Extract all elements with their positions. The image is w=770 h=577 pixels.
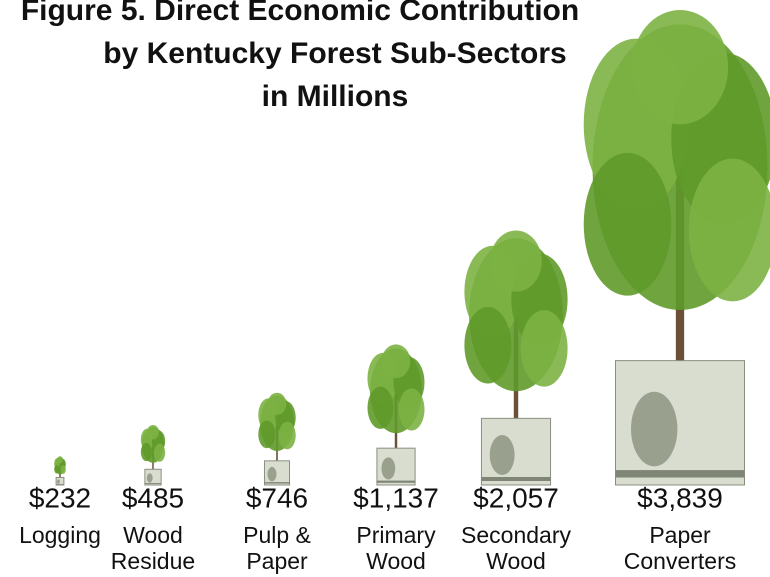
- value-label: $2,057: [473, 482, 559, 513]
- money-band: [616, 470, 745, 477]
- label-line: Paper: [649, 522, 711, 548]
- label-line: Residue: [111, 548, 195, 574]
- label-line: Wood: [486, 548, 546, 574]
- tree: [258, 393, 295, 485]
- label-line: Primary: [356, 522, 436, 548]
- tree: [584, 10, 770, 485]
- money-portrait: [631, 392, 677, 467]
- canopy: [521, 310, 568, 387]
- value-label: $485: [122, 482, 184, 513]
- canopy: [61, 465, 66, 474]
- label-line: Converters: [624, 548, 736, 574]
- canopy: [154, 444, 165, 462]
- tree: [141, 425, 165, 485]
- label-line: Secondary: [461, 522, 571, 548]
- canopy: [57, 456, 63, 463]
- money-portrait: [381, 457, 395, 479]
- canopy: [490, 231, 542, 292]
- canopy: [147, 425, 159, 439]
- canopy: [279, 422, 296, 450]
- money-band: [481, 477, 550, 481]
- label-line: Wood: [123, 522, 183, 548]
- money-portrait: [147, 473, 153, 482]
- money-portrait: [490, 435, 515, 475]
- value-label: $3,839: [637, 482, 723, 513]
- canopy: [464, 307, 511, 384]
- canopy: [632, 10, 728, 124]
- canopy: [367, 387, 393, 429]
- canopy: [399, 388, 425, 430]
- canopy: [258, 420, 275, 448]
- x-tick-label: Logging: [19, 522, 101, 548]
- chart-title: in Millions: [262, 80, 409, 113]
- tree: [54, 456, 66, 485]
- canopy: [268, 393, 287, 415]
- tree: [464, 231, 567, 485]
- label-line: Wood: [366, 548, 426, 574]
- canopy: [382, 344, 411, 378]
- money-portrait: [267, 467, 276, 482]
- chart-title: by Kentucky Forest Sub-Sectors: [103, 37, 566, 70]
- chart: Figure 5. Direct Economic Contribution b…: [0, 0, 770, 577]
- canopy: [141, 443, 152, 461]
- label-line: Paper: [246, 548, 308, 574]
- value-label: $1,137: [353, 482, 439, 513]
- tree: [367, 344, 424, 485]
- value-label: $232: [29, 482, 91, 513]
- value-label: $746: [246, 482, 308, 513]
- canopy: [54, 465, 59, 474]
- canopy: [584, 153, 672, 296]
- label-line: Pulp &: [243, 522, 311, 548]
- chart-title: Figure 5. Direct Economic Contribution: [21, 0, 579, 27]
- x-tick-label: Pulp &Paper: [243, 522, 311, 574]
